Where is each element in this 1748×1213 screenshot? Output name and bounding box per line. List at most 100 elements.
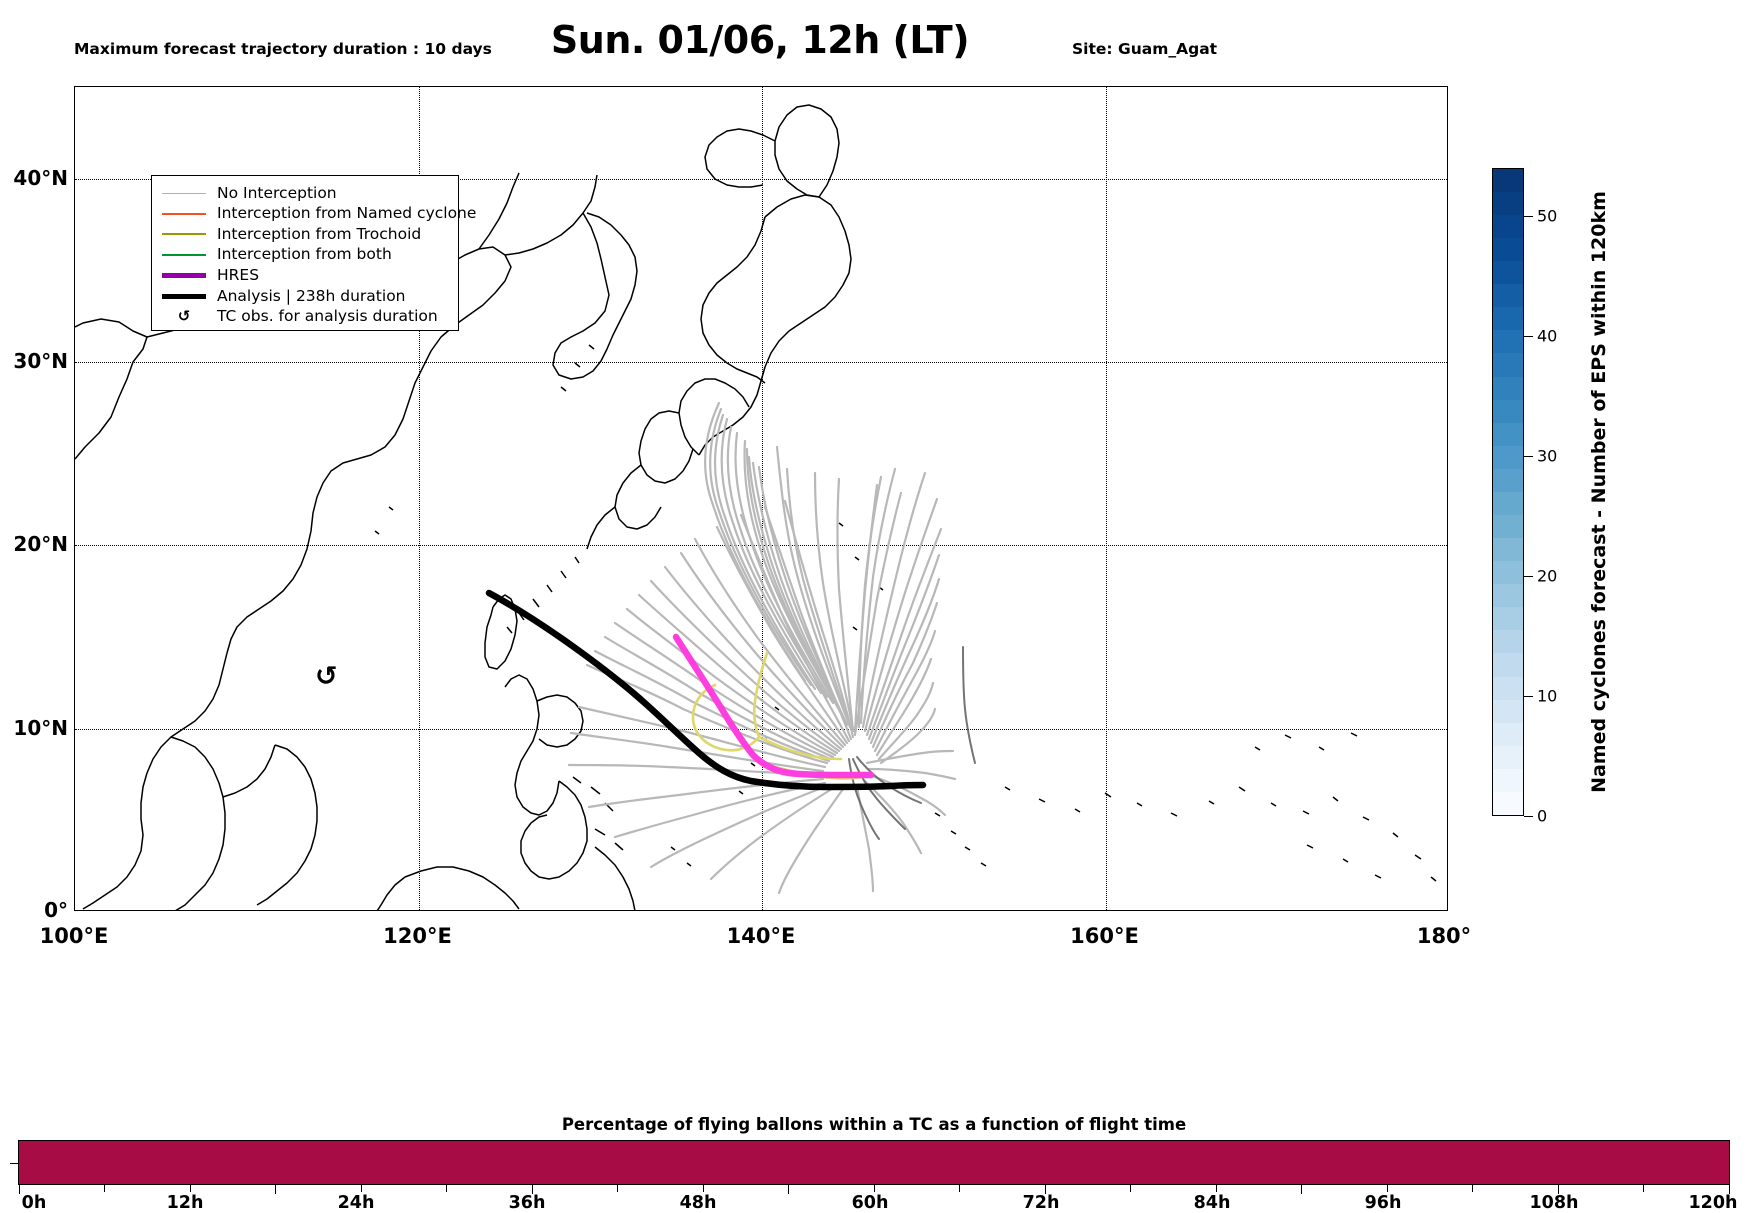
colorbar-cell xyxy=(1493,584,1523,608)
colorbar-cell xyxy=(1493,468,1523,492)
pct-tick-0h xyxy=(19,1185,20,1194)
colorbar-ticklabel-10: 10 xyxy=(1537,686,1558,706)
colorbar-cell xyxy=(1493,238,1523,262)
colorbar-cell xyxy=(1493,538,1523,562)
pct-label-72h: 72h xyxy=(1022,1193,1060,1213)
legend-label-no-interception: No Interception xyxy=(217,183,337,202)
pct-tick-36h xyxy=(788,1185,789,1194)
colorbar-cell xyxy=(1493,284,1523,308)
colorbar-cell xyxy=(1493,399,1523,423)
legend-item-named-cyclone: Interception from Named cyclone xyxy=(161,204,476,225)
gridline-lon-160 xyxy=(1105,87,1107,910)
ytick-label-30N: 30°N xyxy=(13,349,68,373)
pct-tick-48h xyxy=(1045,1185,1046,1194)
colorbar-cell xyxy=(1493,653,1523,677)
pct-tick-minor-1 xyxy=(104,1185,105,1192)
eps-ensemble-tracks xyxy=(567,401,957,895)
colorbar-cell xyxy=(1493,191,1523,215)
pct-tick-minor-12 xyxy=(1472,1185,1473,1192)
gridline-lon-120 xyxy=(418,87,420,910)
colorbar-ticklabel-0: 0 xyxy=(1537,806,1548,826)
colorbar-cell xyxy=(1493,261,1523,285)
pct-tick-minor-8 xyxy=(959,1185,960,1192)
legend-swatch-trochoid xyxy=(161,233,207,236)
legend-item-trochoid: Interception from Trochoid xyxy=(161,224,449,245)
map-legend: No Interception Interception from Named … xyxy=(151,175,476,331)
pct-tick-minor-4 xyxy=(446,1185,447,1192)
colorbar-tick-40 xyxy=(1524,336,1533,337)
gridline-lat-20 xyxy=(75,545,1447,547)
legend-label-hres: HRES xyxy=(217,265,260,284)
ytick-label-10N: 10°N xyxy=(13,715,68,740)
colorbar-cell xyxy=(1493,376,1523,400)
pct-label-0h: 0h xyxy=(21,1193,47,1213)
tc-obs-marker: ↺ xyxy=(315,661,338,692)
map-content-svg: ↺ xyxy=(75,104,1437,910)
percentage-bar-title: Percentage of flying ballons within a TC… xyxy=(561,1115,1187,1134)
legend-item-no-interception: No Interception xyxy=(161,183,449,204)
map-plot-area: ↺ No Interception Interception from Name… xyxy=(74,86,1448,911)
hres-track xyxy=(672,633,875,779)
trochoid-tracks xyxy=(691,651,865,780)
colorbar-cell xyxy=(1493,745,1523,769)
pct-label-96h: 96h xyxy=(1364,1193,1402,1213)
legend-swatch-tc-obs: ↺ xyxy=(161,309,207,324)
colorbar-cell xyxy=(1493,676,1523,700)
gridline-lat-40 xyxy=(75,178,1447,180)
ytick-label-40N: 40°N xyxy=(13,165,68,190)
pct-tick-minor-7 xyxy=(874,1185,875,1192)
colorbar-cell xyxy=(1493,491,1523,515)
legend-label-named-cyclone: Interception from Named cyclone xyxy=(217,204,477,223)
pct-tick-12h xyxy=(275,1185,276,1194)
pct-tick-minor-5 xyxy=(617,1185,618,1192)
colorbar-ticklabel-50: 50 xyxy=(1537,206,1558,226)
legend-item-both: Interception from both xyxy=(161,245,449,266)
gridline-lat-10 xyxy=(75,728,1447,730)
percentage-bar-ytick xyxy=(10,1163,18,1164)
tc-obs-icon: ↺ xyxy=(177,307,191,326)
pct-tick-minor-3 xyxy=(361,1185,362,1192)
pct-label-36h: 36h xyxy=(508,1193,546,1213)
colorbar-cell xyxy=(1493,768,1523,792)
colorbar-axis-label: Named cyclones forecast - Number of EPS … xyxy=(1582,168,1616,816)
legend-swatch-both xyxy=(161,254,207,257)
colorbar-tick-20 xyxy=(1524,576,1533,577)
colorbar-cell xyxy=(1493,791,1523,815)
ytick-label-0: 0° xyxy=(44,898,68,922)
pct-tick-minor-13 xyxy=(1643,1185,1644,1192)
legend-label-analysis: Analysis | 238h duration xyxy=(217,286,406,305)
colorbar-cell xyxy=(1493,330,1523,354)
legend-swatch-analysis xyxy=(161,293,207,299)
colorbar-cell xyxy=(1493,168,1523,192)
colorbar-cell xyxy=(1493,514,1523,539)
pct-tick-minor-10 xyxy=(1216,1185,1217,1192)
colorbar-tick-0 xyxy=(1524,816,1533,817)
legend-label-both: Interception from both xyxy=(217,245,392,264)
colorbar-cell xyxy=(1493,422,1523,446)
page-title: Sun. 01/06, 12h (LT) xyxy=(550,18,970,62)
pct-tick-minor-11 xyxy=(1387,1185,1388,1192)
colorbar-tick-50 xyxy=(1524,216,1533,217)
ytick-label-20N: 20°N xyxy=(13,532,68,557)
legend-label-tc-obs: TC obs. for analysis duration xyxy=(217,307,438,326)
gridline-lon-140 xyxy=(762,87,763,910)
colorbar-tick-10 xyxy=(1524,696,1533,697)
colorbar-cell xyxy=(1493,630,1523,654)
percentage-bar-fill xyxy=(19,1141,1729,1184)
legend-item-tc-obs: ↺ TC obs. for analysis duration xyxy=(161,307,449,328)
pct-label-24h: 24h xyxy=(337,1193,375,1213)
colorbar-cell xyxy=(1493,561,1523,585)
colorbar xyxy=(1492,168,1524,816)
percentage-bar-axes xyxy=(18,1140,1730,1185)
analysis-track xyxy=(485,589,927,791)
pct-tick-60h xyxy=(1301,1185,1302,1194)
colorbar-tick-30 xyxy=(1524,456,1533,457)
colorbar-cell xyxy=(1493,699,1523,723)
xtick-label-100E: 100°E xyxy=(39,924,109,948)
pct-label-60h: 60h xyxy=(851,1193,889,1213)
pct-tick-minor-2 xyxy=(190,1185,191,1192)
pct-label-84h: 84h xyxy=(1193,1193,1231,1213)
pct-label-108h: 108h xyxy=(1529,1193,1579,1213)
gridline-lat-30 xyxy=(75,362,1447,363)
legend-label-trochoid: Interception from Trochoid xyxy=(217,224,422,243)
